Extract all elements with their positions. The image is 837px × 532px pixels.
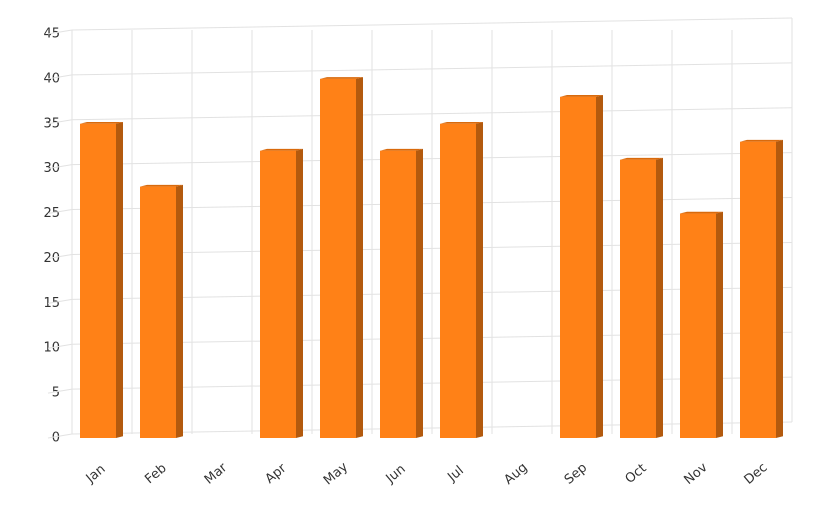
bar-side (116, 121, 123, 438)
grid-line (47, 209, 73, 215)
bar-top (620, 157, 663, 160)
bar-top (680, 211, 723, 214)
grid-line (47, 29, 73, 35)
y-tick-label: 30 (43, 161, 60, 176)
y-tick-label: 45 (43, 27, 60, 42)
bar-top (80, 121, 123, 124)
bar-top (320, 77, 363, 79)
bar (80, 123, 116, 439)
y-tick-label: 15 (43, 296, 60, 311)
bar-top (380, 148, 423, 151)
y-tick-label: 40 (43, 71, 60, 86)
grid-line (47, 433, 73, 439)
bar (620, 159, 656, 438)
x-tick-label: Dec (742, 460, 771, 488)
bar-side (416, 148, 423, 438)
x-tick-label: Jul (444, 463, 466, 485)
bar (380, 150, 416, 438)
bar-side (596, 95, 603, 439)
bar-top (560, 95, 603, 97)
grid-line (71, 17, 793, 31)
bar-side (776, 139, 783, 438)
bar-side (716, 211, 723, 438)
bar-top (260, 148, 303, 151)
y-tick-label: 25 (43, 206, 60, 221)
bar-side (656, 157, 663, 438)
x-tick-label: Jun (383, 462, 409, 487)
bar-side (296, 148, 303, 438)
bar (560, 96, 596, 438)
grid-line (47, 164, 73, 170)
grid-line (47, 298, 73, 304)
grid-line (47, 74, 73, 80)
grid-line (47, 343, 73, 349)
bar-side (176, 184, 183, 438)
bar-top (140, 184, 183, 187)
x-tick-label: Feb (142, 461, 169, 487)
x-tick-label: May (321, 459, 351, 488)
x-tick-label: Oct (623, 461, 650, 487)
bar-side (356, 77, 363, 438)
y-tick-label: 35 (43, 116, 60, 131)
bar (140, 186, 176, 438)
bar (740, 141, 776, 438)
bar (680, 213, 716, 438)
x-tick-label: Nov (681, 460, 710, 488)
y-tick-label: 0 (52, 431, 60, 446)
x-tick-label: Mar (202, 460, 231, 488)
y-tick-label: 5 (52, 386, 60, 401)
y-tick-label: 20 (43, 251, 60, 266)
bar-top (440, 121, 483, 124)
x-tick-label: Jan (83, 462, 109, 487)
x-tick-label: Sep (562, 460, 590, 487)
grid-line (47, 388, 73, 394)
grid-line (47, 119, 73, 125)
x-tick-label: Apr (263, 461, 290, 487)
bar (320, 78, 356, 438)
bar-side (476, 121, 483, 438)
grid-line (47, 253, 73, 259)
x-tick-label: Aug (501, 460, 530, 488)
y-tick-label: 10 (43, 341, 60, 356)
bar-top (740, 139, 783, 142)
bar (440, 123, 476, 439)
bar (260, 150, 296, 438)
